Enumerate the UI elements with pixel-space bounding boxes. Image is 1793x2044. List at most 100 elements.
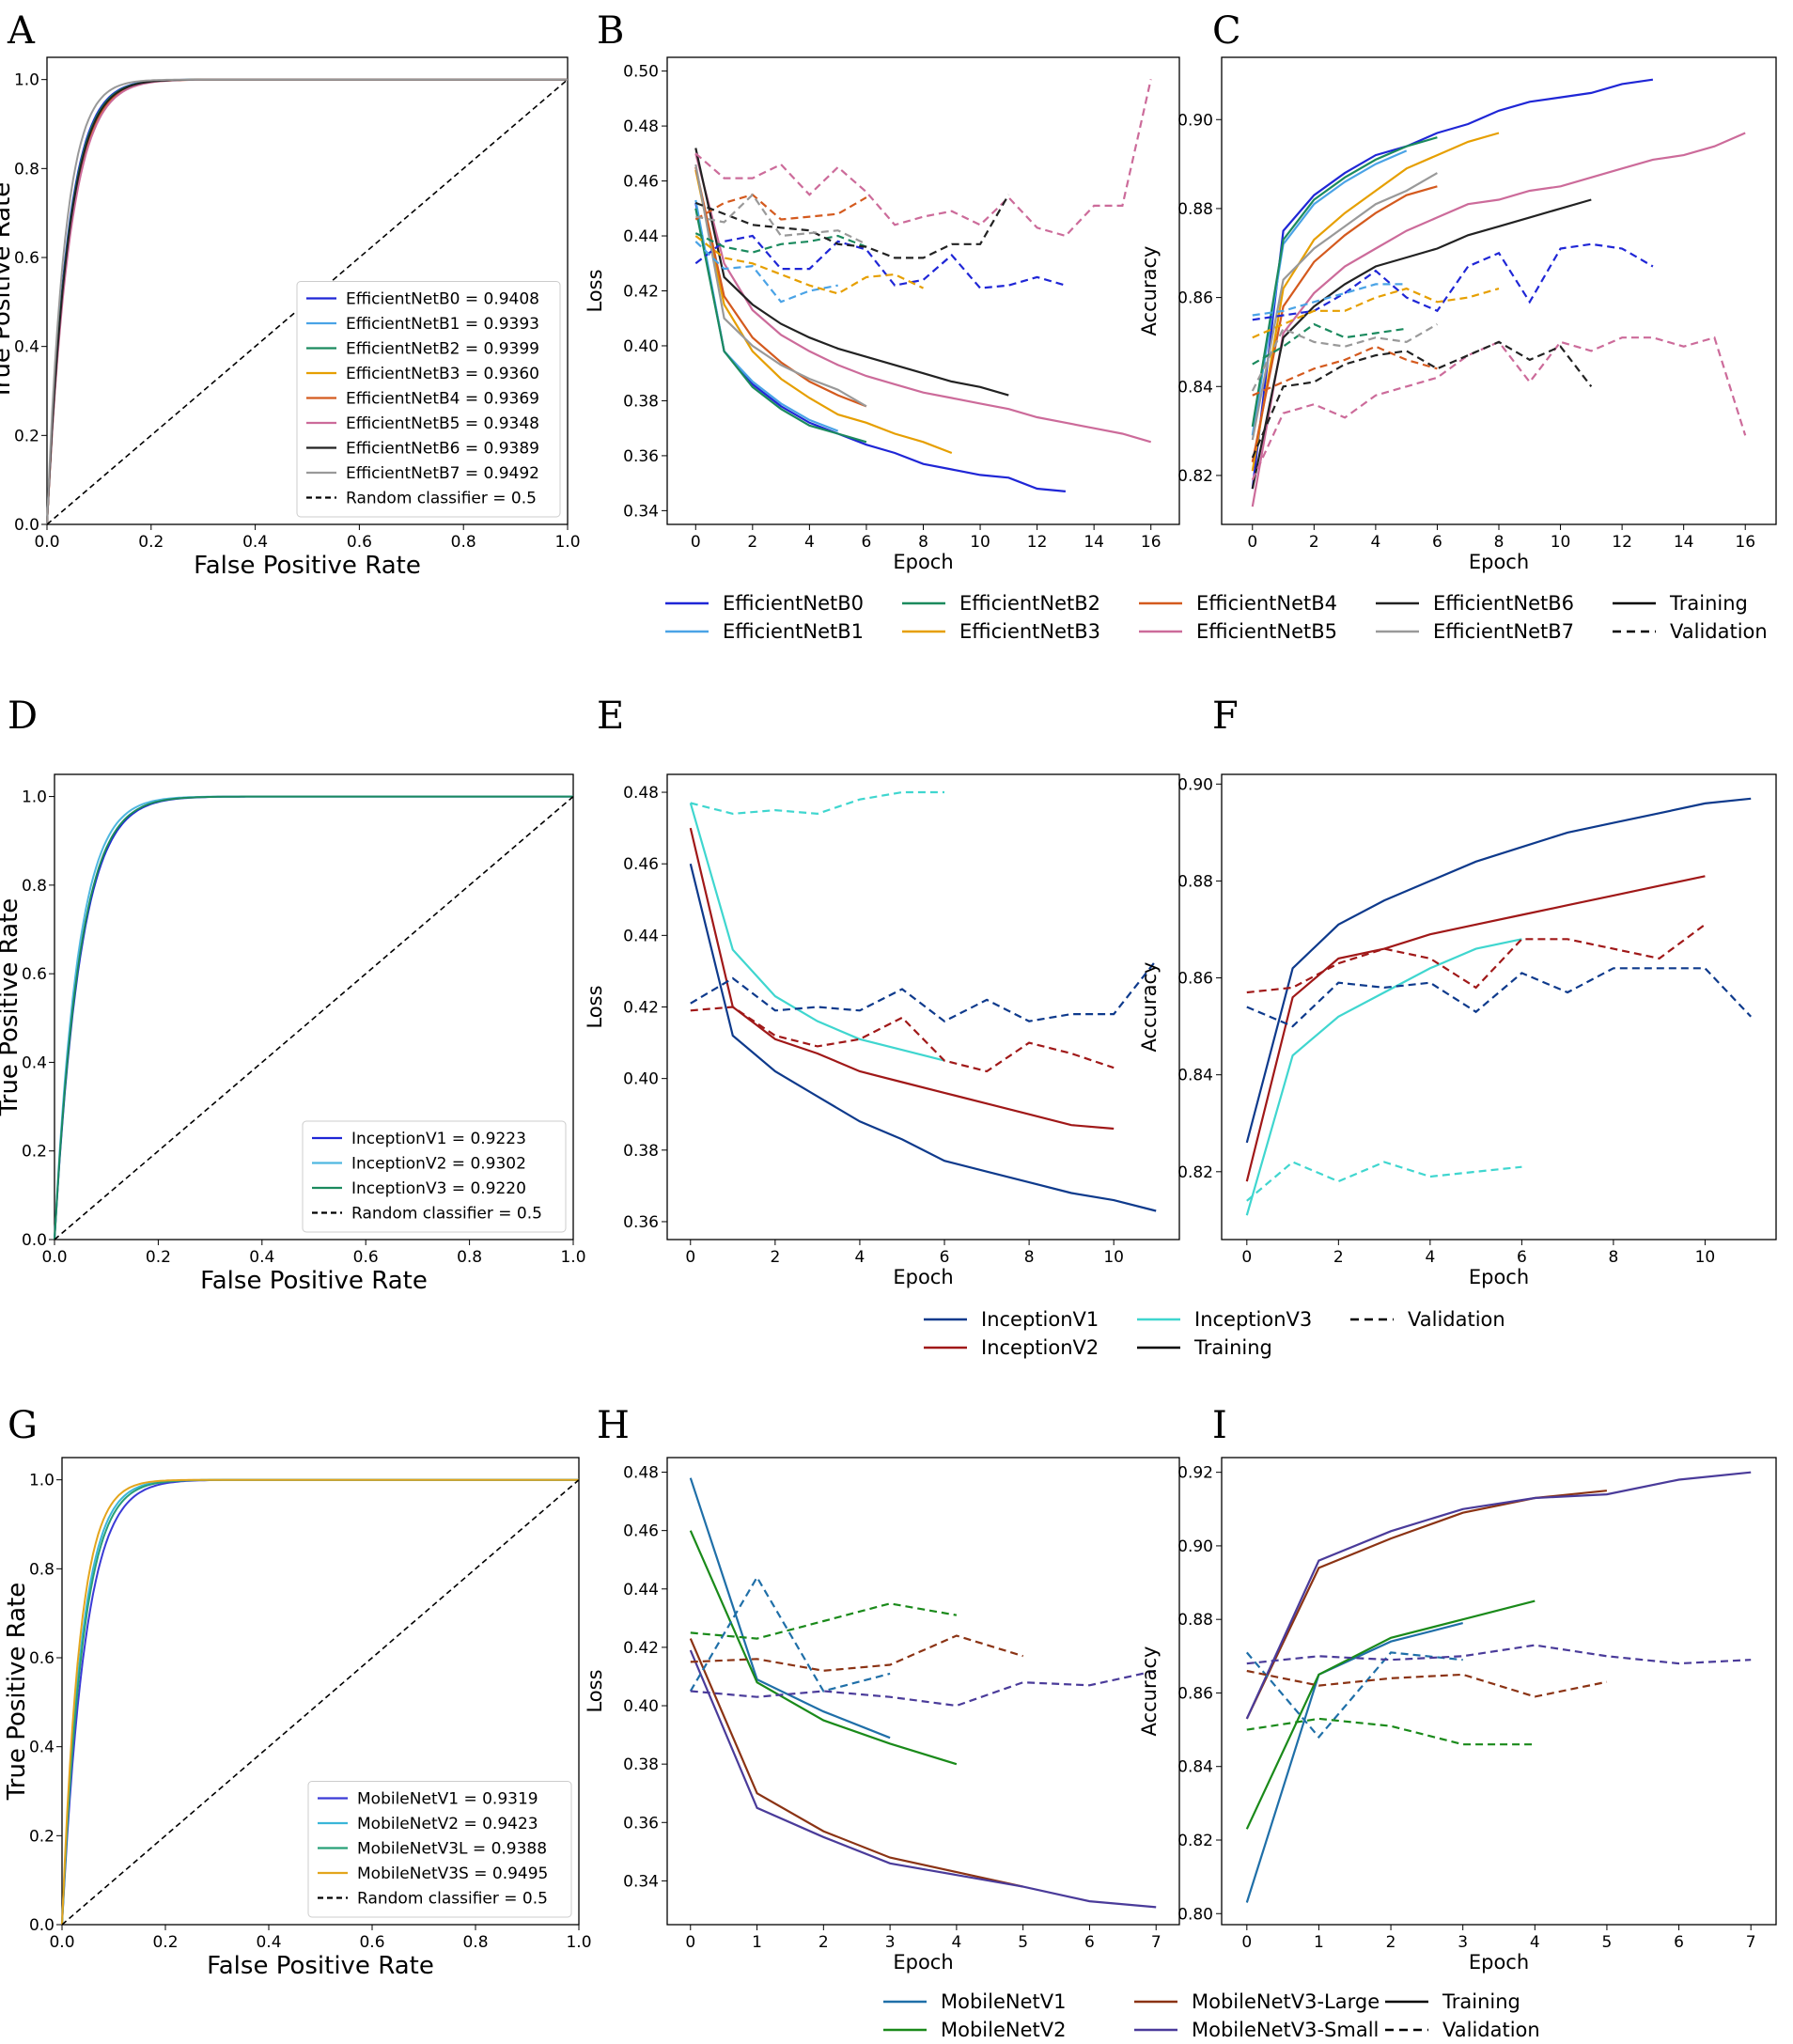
legend-label: Training bbox=[1669, 592, 1748, 615]
legend-label: EfficientNetB2 = 0.9399 bbox=[346, 340, 539, 359]
x-tick-label: 6 bbox=[1674, 1933, 1684, 1952]
x-axis-label: Epoch bbox=[893, 551, 953, 573]
x-tick-label: 8 bbox=[918, 533, 928, 552]
x-tick-label: 16 bbox=[1141, 533, 1162, 552]
series-line-inceptionv2-validation bbox=[1246, 923, 1707, 994]
panel-B: 0 2 4 6 8 10 12 14 16 0.34 0.36 0.38 0.40 0.42 0.44 0.4… bbox=[584, 56, 1180, 573]
x-tick-label: 0.2 bbox=[138, 533, 164, 552]
y-tick-label: 0.4 bbox=[14, 338, 39, 357]
y-tick-label: 0.6 bbox=[14, 249, 39, 268]
legend-label: MobileNetV3S = 0.9495 bbox=[357, 1865, 548, 1883]
x-tick-label: 4 bbox=[951, 1933, 961, 1952]
x-tick-label: 1.0 bbox=[554, 533, 580, 552]
legend-label: EfficientNetB1 bbox=[723, 620, 864, 643]
y-tick-label: 0.48 bbox=[623, 784, 659, 803]
legend-label: MobileNetV3-Large bbox=[1192, 1990, 1380, 2013]
legend-label: EfficientNetB4 bbox=[1196, 592, 1337, 615]
legend-label: EfficientNetB1 = 0.9393 bbox=[346, 315, 539, 334]
x-tick-label: 16 bbox=[1735, 533, 1755, 552]
legend-label: EfficientNetB4 = 0.9369 bbox=[346, 390, 539, 409]
series-line-mobilenetv3-large-validation bbox=[1246, 1669, 1608, 1698]
y-tick-label: 0.40 bbox=[623, 1070, 659, 1089]
legend-label: Validation bbox=[1442, 2019, 1540, 2041]
legend-label: EfficientNetB5 = 0.9348 bbox=[346, 414, 539, 433]
series-line-efficientnetb4-training bbox=[1251, 185, 1438, 462]
series-line-efficientnetb7-validation bbox=[1251, 323, 1438, 392]
series-line-efficientnetb4-validation bbox=[694, 193, 867, 221]
series-line-mobilenetv1-training bbox=[689, 1477, 891, 1740]
x-tick-label: 0 bbox=[685, 1248, 695, 1267]
x-tick-label: 3 bbox=[1458, 1933, 1468, 1952]
series-line-mobilenetv1-validation bbox=[1245, 1651, 1463, 1740]
panel-letter-F: F bbox=[1212, 694, 1239, 738]
x-tick-label: 12 bbox=[1612, 533, 1632, 552]
panel-letter-G: G bbox=[8, 1404, 38, 1447]
y-tick-label: 0.88 bbox=[1177, 872, 1213, 891]
x-tick-label: 0.0 bbox=[49, 1933, 74, 1952]
y-tick-label: 0.36 bbox=[623, 1814, 659, 1833]
panel-letter-H: H bbox=[597, 1404, 630, 1447]
series-line-efficientnetb2-training bbox=[1251, 136, 1438, 428]
legend-label: MobileNetV1 bbox=[941, 1990, 1066, 2013]
y-tick-label: 0.40 bbox=[623, 337, 659, 356]
y-tick-label: 0.2 bbox=[14, 427, 39, 445]
plot-frame bbox=[666, 56, 1180, 525]
series-line-efficientnetb5-validation bbox=[1251, 335, 1747, 481]
legend-label: Training bbox=[1442, 1990, 1520, 2013]
x-axis-label: False Positive Rate bbox=[200, 1267, 428, 1295]
y-axis-label: Loss bbox=[584, 985, 606, 1028]
legend-label: Random classifier = 0.5 bbox=[346, 490, 537, 508]
legend-label: EfficientNetB3 bbox=[959, 620, 1100, 643]
x-tick-label: 2 bbox=[819, 1933, 829, 1952]
x-tick-label: 8 bbox=[1024, 1248, 1035, 1267]
x-tick-label: 5 bbox=[1602, 1933, 1613, 1952]
x-tick-label: 0.4 bbox=[242, 533, 268, 552]
legend-row2: InceptionV1 InceptionV2 InceptionV3 Trainin… bbox=[924, 1308, 1505, 1359]
series-line-efficientnetb1-validation bbox=[694, 241, 838, 304]
legend-row3: MobileNetV1 MobileNetV2 MobileNetV3-Large M… bbox=[883, 1990, 1540, 2041]
series-line-efficientnetb7-training bbox=[1251, 172, 1438, 441]
series-line-efficientnetb6-training bbox=[1251, 198, 1592, 490]
plot-frame bbox=[1221, 773, 1777, 1240]
series-line-inceptionv3-training bbox=[1245, 938, 1522, 1216]
x-tick-label: 10 bbox=[1103, 1248, 1124, 1267]
y-tick-label: 0.8 bbox=[22, 877, 47, 896]
x-axis-label: Epoch bbox=[1469, 1951, 1529, 1974]
roc-curve-efficientnetb7 bbox=[46, 78, 568, 525]
x-tick-label: 2 bbox=[747, 533, 757, 552]
series-line-mobilenetv3-small-training bbox=[689, 1649, 1157, 1909]
series-line-efficientnetb1-validation bbox=[1252, 283, 1407, 317]
x-axis-label: Epoch bbox=[893, 1951, 953, 1974]
series-line-efficientnetb0-training bbox=[694, 202, 1067, 492]
legend-label: EfficientNetB7 bbox=[1433, 620, 1574, 643]
legend-label: MobileNetV2 bbox=[941, 2019, 1066, 2041]
x-tick-label: 14 bbox=[1084, 533, 1104, 552]
x-tick-label: 0 bbox=[1241, 1933, 1252, 1952]
x-axis-label: False Positive Rate bbox=[194, 552, 421, 580]
y-tick-label: 0.34 bbox=[623, 1872, 659, 1891]
x-tick-label: 1.0 bbox=[560, 1248, 585, 1267]
panel-letter-D: D bbox=[8, 694, 38, 738]
y-tick-label: 0.46 bbox=[623, 173, 659, 192]
y-tick-label: 0.6 bbox=[22, 965, 47, 984]
series-line-inceptionv1-training bbox=[689, 863, 1157, 1212]
x-tick-label: 4 bbox=[1370, 533, 1380, 552]
series-line-mobilenetv1-training bbox=[1245, 1622, 1463, 1903]
series-line-efficientnetb2-validation bbox=[694, 232, 867, 254]
series-line-efficientnetb3-validation bbox=[694, 235, 924, 295]
series-line-efficientnetb4-validation bbox=[1252, 345, 1438, 397]
y-axis-label: Accuracy bbox=[1138, 1646, 1161, 1737]
x-tick-label: 0.0 bbox=[41, 1248, 67, 1267]
series-line-inceptionv1-training bbox=[1245, 797, 1752, 1144]
x-tick-label: 0 bbox=[1247, 533, 1257, 552]
series-line-efficientnetb6-validation bbox=[1251, 340, 1593, 459]
y-tick-label: 0.82 bbox=[1177, 467, 1213, 486]
y-tick-label: 0.90 bbox=[1177, 1537, 1213, 1556]
series-line-efficientnetb2-validation bbox=[1252, 322, 1407, 366]
series-line-efficientnetb5-training bbox=[1251, 132, 1746, 507]
y-tick-label: 0.46 bbox=[623, 1522, 659, 1541]
y-axis-label: True Positive Rate bbox=[0, 898, 23, 1117]
series-line-efficientnetb0-training bbox=[1251, 78, 1654, 490]
y-tick-label: 0.90 bbox=[1177, 775, 1213, 794]
x-tick-label: 3 bbox=[885, 1933, 896, 1952]
